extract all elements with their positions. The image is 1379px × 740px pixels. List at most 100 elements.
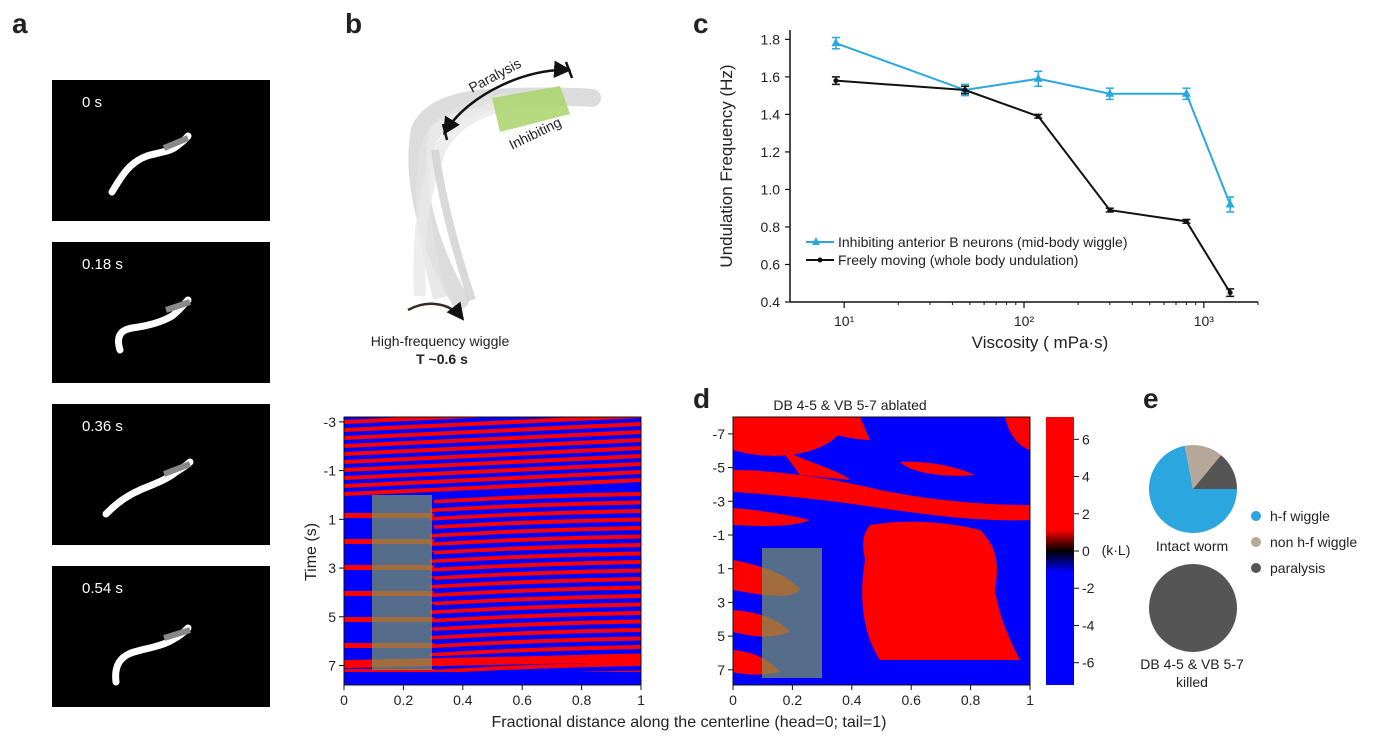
video-frame: 0 s (52, 80, 270, 221)
pie-legend-paralysis: paralysis (1270, 560, 1325, 576)
x-tick-label: 0 (729, 692, 737, 708)
wave-band (344, 422, 641, 440)
y-tick-label: 1.8 (761, 31, 781, 47)
wave-band (430, 492, 641, 504)
paralysis-arrow (443, 60, 572, 135)
wave-band (344, 669, 434, 674)
y-tick-label: 1.0 (761, 181, 781, 197)
worm-image (115, 296, 192, 354)
worm-image (102, 458, 194, 518)
y-tick-label: -3 (324, 414, 337, 430)
x-tick-label: 0.6 (901, 692, 921, 708)
wave-band (430, 551, 641, 563)
wave-band (430, 517, 641, 529)
y-tick-label: 7 (328, 658, 336, 674)
wave-band (430, 560, 641, 572)
frame-time-label: 0.54 s (82, 580, 123, 597)
y-ticks: -3 -1 1 3 5 7 (324, 414, 344, 674)
shared-x-axis-label: Fractional distance along the centerline… (492, 714, 887, 731)
panel-letter-d: d (693, 383, 711, 414)
x-tick-label: 10² (1014, 313, 1035, 329)
y-tick-label: 1.6 (761, 69, 781, 85)
y-tick-label: 3 (328, 560, 336, 576)
frame-time-label: 0 s (82, 94, 103, 111)
period-label: T ~0.6 s (416, 351, 468, 367)
wave-band (430, 509, 641, 521)
worm-image (112, 624, 192, 686)
panel-letter-b: b (345, 8, 363, 39)
data-point (1035, 113, 1041, 119)
y-tick-label: 0.4 (761, 294, 781, 310)
legend-swatch (1251, 511, 1261, 521)
x-tick-label: 0.6 (512, 692, 532, 708)
legend-swatch (1251, 563, 1261, 573)
legend-entry-inhibiting: Inhibiting anterior B neurons (mid-body … (838, 234, 1127, 250)
data-point (1181, 88, 1191, 97)
y-tick-label: 0.8 (761, 219, 781, 235)
data-point (1225, 199, 1235, 208)
inhibition-window (372, 495, 432, 670)
wave-band (430, 534, 641, 546)
wave-band (430, 543, 641, 555)
data-point (1183, 218, 1189, 224)
data-point (1107, 207, 1113, 213)
wave-band (344, 417, 493, 424)
wave-band (430, 662, 641, 674)
x-tick-label: 10³ (1194, 313, 1215, 329)
wave-band (344, 470, 641, 488)
data-point (833, 78, 839, 84)
wave-band (344, 462, 641, 480)
x-tick-label: 0.2 (394, 692, 414, 708)
series-layer (831, 36, 1235, 298)
worm-image (108, 132, 192, 196)
x-tick-label: 1 (637, 692, 645, 708)
y-tick-label: 1.2 (761, 144, 781, 160)
x-ticks: 0 0.2 0.4 0.6 0.8 1 (729, 685, 1034, 708)
video-frame: 0.18 s (52, 242, 270, 383)
pie-legend-hf-wiggle: h-f wiggle (1270, 508, 1330, 524)
x-tick-label: 0.2 (783, 692, 803, 708)
y-axis-label: Undulation Frequency (Hz) (717, 64, 736, 267)
worm-schematic: Paralysis Inhibiting High-frequency wigg… (371, 55, 601, 367)
x-tick-label: 0.8 (961, 692, 981, 708)
x-tick-label: 0.4 (842, 692, 862, 708)
x-tick-label: 0 (340, 692, 348, 708)
y-tick-label: -5 (713, 460, 726, 476)
wave-band (430, 577, 641, 589)
wave-band (344, 454, 641, 472)
data-point (831, 38, 841, 47)
pie-slice (1149, 445, 1237, 533)
wave-band (344, 430, 641, 448)
y-tick-label: 1 (717, 561, 725, 577)
wave-band (430, 594, 641, 606)
colorbar-tick-label: 6 (1082, 431, 1090, 447)
wiggle-label: High-frequency wiggle (371, 333, 510, 349)
colorbar (1046, 417, 1074, 685)
pie-killed (1149, 564, 1237, 652)
y-tick-label: -7 (713, 426, 726, 442)
y-axis-label: Time (s) (303, 523, 320, 581)
pie-slice (1149, 564, 1237, 652)
y-tick-label: -3 (713, 493, 726, 509)
pie-intact-worm (1149, 445, 1237, 533)
wave-band (430, 500, 641, 512)
y-tick-label: -1 (713, 527, 726, 543)
y-tick-label: -1 (324, 463, 337, 479)
pie-legend-non-hf-wiggle: non h-f wiggle (1270, 534, 1357, 550)
y-tick-label: 0.6 (761, 256, 781, 272)
colorbar-tick-label: -4 (1082, 617, 1095, 633)
legend-swatch (1251, 537, 1261, 547)
colorbar-tick-label: 0 (1082, 543, 1090, 559)
frequency-viscosity-chart: 0.4 0.6 0.8 1.0 1.2 1.4 1.6 1.8 10¹ 10² 10³ Visco… (717, 30, 1259, 352)
frame-time-label: 0.36 s (82, 418, 123, 435)
colorbar-tick-label: 4 (1082, 469, 1090, 485)
colorbar-tick-label: 2 (1082, 506, 1090, 522)
series-line (835, 79, 1231, 294)
kymograph-title: DB 4-5 & VB 5-7 ablated (773, 397, 926, 413)
legend: Inhibiting anterior B neurons (mid-body … (806, 234, 1127, 268)
y-tick-label: 7 (717, 662, 725, 678)
wave-band (430, 568, 641, 580)
frame-time-label: 0.18 s (82, 256, 123, 273)
x-tick-label: 0.8 (572, 692, 592, 708)
